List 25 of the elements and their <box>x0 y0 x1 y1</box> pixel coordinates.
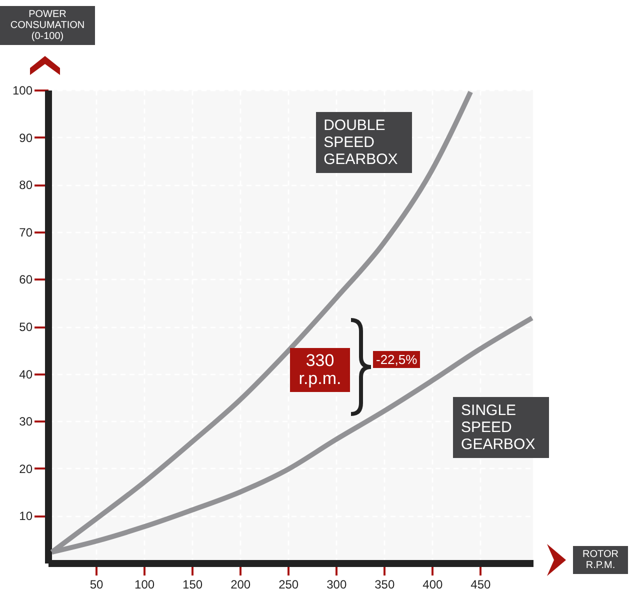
y-tick-label: 90 <box>19 130 33 145</box>
annotation: -22,5% <box>373 351 420 368</box>
y-axis-title: POWER CONSUMATION (0-100) <box>0 6 95 45</box>
y-tick-label: 30 <box>19 414 33 429</box>
x-tick-label: 100 <box>134 578 155 592</box>
x-axis-title: ROTOR R.P.M. <box>573 546 628 574</box>
x-tick-label: 250 <box>278 578 299 592</box>
y-tick-label: 100 <box>12 84 33 98</box>
annotation: 330 r.p.m. <box>290 348 350 392</box>
x-tick-label: 200 <box>230 578 251 592</box>
x-tick-label: 400 <box>422 578 443 592</box>
y-tick-label: 60 <box>19 272 33 287</box>
y-tick-label: 70 <box>19 225 33 240</box>
y-tick-label: 50 <box>19 320 33 334</box>
x-tick-label: 350 <box>374 578 395 592</box>
x-tick-label: 450 <box>470 578 492 592</box>
x-tick-label: 50 <box>90 578 104 592</box>
x-tick-label: 300 <box>326 578 347 592</box>
y-tick-label: 20 <box>19 462 33 476</box>
x-tick-label: 150 <box>182 578 203 592</box>
y-tick-label: 10 <box>19 509 33 524</box>
text: DOUBLE SPEED GEARBOX <box>316 112 412 173</box>
text: SINGLE SPEED GEARBOX <box>453 396 550 458</box>
y-tick-label: 40 <box>19 367 33 382</box>
y-tick-label: 80 <box>19 178 33 192</box>
